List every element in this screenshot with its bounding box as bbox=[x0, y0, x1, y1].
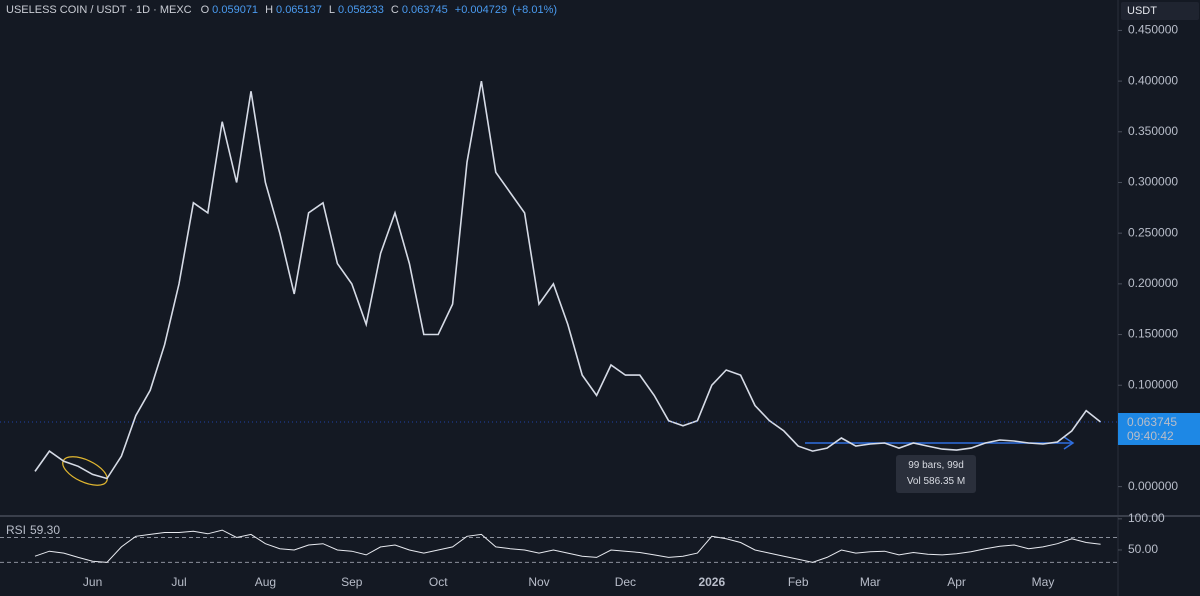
x-tick-label: Mar bbox=[860, 575, 881, 589]
x-tick-label: 2026 bbox=[698, 575, 725, 589]
y-tick-label: 50.00 bbox=[1128, 542, 1158, 556]
currency-button[interactable]: USDT bbox=[1121, 2, 1199, 20]
y-tick-label: 100.00 bbox=[1128, 511, 1165, 525]
change-pct: (+8.01%) bbox=[512, 4, 558, 16]
price-tag-countdown: 09:40:42 bbox=[1127, 429, 1174, 443]
x-tick-label: Oct bbox=[429, 575, 448, 589]
ohlc-value: 0.059071 bbox=[212, 4, 259, 16]
x-tick-label: Dec bbox=[615, 575, 636, 589]
symbol-legend: USELESS COIN / USDT · 1D · MEXC O 0.05907… bbox=[6, 4, 561, 16]
change: +0.004729 bbox=[454, 4, 508, 16]
y-tick-label: 0.000000 bbox=[1128, 479, 1178, 493]
ohlc-key: L bbox=[328, 4, 336, 16]
x-tick-label: May bbox=[1032, 575, 1055, 589]
measure-arrow-head bbox=[1063, 436, 1075, 450]
measure-volume: Vol 586.35 M bbox=[906, 476, 966, 487]
measure-tooltip: 99 bars, 99d Vol 586.35 M bbox=[896, 455, 976, 493]
y-tick-label: 0.300000 bbox=[1128, 175, 1178, 189]
ohlc-value: 0.063745 bbox=[401, 4, 448, 16]
rsi-title: RSI bbox=[6, 523, 26, 537]
symbol: USELESS COIN / USDT · 1D · MEXC bbox=[6, 4, 192, 16]
y-tick-label: 0.250000 bbox=[1128, 225, 1178, 239]
price-line bbox=[34, 80, 1102, 480]
x-tick-label: Apr bbox=[947, 575, 966, 589]
measure-range: 99 bars, 99d bbox=[908, 460, 964, 471]
price-tag bbox=[1118, 412, 1200, 445]
x-tick-label: Feb bbox=[788, 575, 809, 589]
rsi-value: 59.30 bbox=[30, 523, 60, 537]
rsi-line bbox=[34, 529, 1101, 563]
ohlc-value: 0.065137 bbox=[276, 4, 322, 16]
y-tick-label: 0.200000 bbox=[1128, 276, 1178, 290]
x-tick-label: Sep bbox=[341, 575, 363, 589]
y-tick-label: 0.150000 bbox=[1128, 327, 1178, 341]
ohlc-key: H bbox=[265, 4, 274, 16]
ohlc-key: C bbox=[390, 4, 399, 16]
y-tick-label: 0.450000 bbox=[1128, 23, 1178, 37]
x-tick-label: Jul bbox=[171, 575, 186, 589]
y-tick-label: 0.350000 bbox=[1128, 124, 1178, 138]
x-tick-label: Nov bbox=[528, 575, 549, 589]
x-tick-label: Jun bbox=[83, 575, 102, 589]
y-tick-label: 0.400000 bbox=[1128, 73, 1178, 87]
y-tick-label: 0.100000 bbox=[1128, 377, 1178, 391]
ohlc-key: O bbox=[200, 4, 210, 16]
ohlc-value: 0.058233 bbox=[338, 4, 384, 16]
price-tag-value: 0.063745 bbox=[1127, 415, 1177, 429]
x-tick-label: Aug bbox=[255, 575, 276, 589]
